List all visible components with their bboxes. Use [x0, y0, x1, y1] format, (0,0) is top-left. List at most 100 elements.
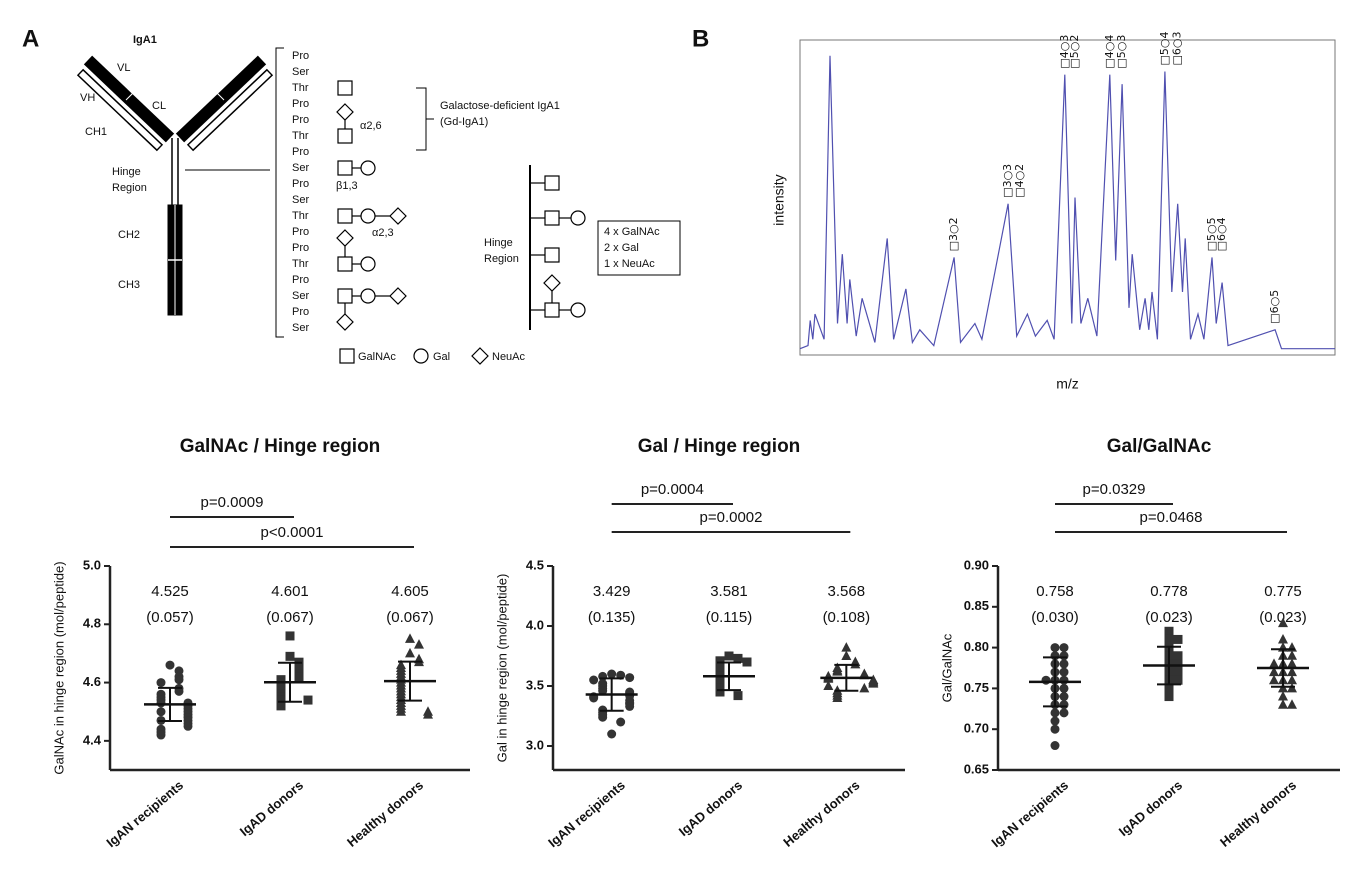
point	[1059, 651, 1069, 661]
glycoform-label: □6○4	[1215, 217, 1228, 251]
glycoform-label: □5○2	[1068, 35, 1081, 69]
point	[1050, 708, 1060, 718]
panel-a: A IgA1 VL VH CL CH1 Hinge Region CH2 CH3	[22, 25, 681, 365]
y-tick-label: 0.65	[964, 761, 989, 776]
point	[1050, 724, 1060, 734]
chart-title: Gal / Hinge region	[638, 436, 801, 457]
x-tick-label: Healthy donors	[344, 777, 426, 849]
neuac	[389, 287, 407, 305]
residue: Pro	[292, 50, 309, 62]
residue: Pro	[292, 178, 309, 190]
residue: Thr	[292, 130, 309, 142]
point	[183, 721, 193, 731]
point	[841, 642, 852, 652]
x-tick-label: Healthy donors	[1217, 777, 1299, 849]
galnac	[337, 208, 353, 224]
point	[1287, 699, 1297, 709]
residue: Ser	[292, 66, 309, 78]
sd-bar	[1271, 648, 1295, 688]
point	[1059, 683, 1069, 693]
domain-break	[213, 89, 225, 101]
y-axis-label: intensity	[771, 174, 787, 225]
gal	[360, 288, 376, 304]
point	[1287, 674, 1297, 685]
y-tick-label: 0.75	[964, 680, 989, 695]
domain-label: CH1	[85, 126, 107, 138]
point	[1287, 658, 1297, 668]
sd-bar	[1157, 645, 1181, 686]
y-tick-label: 3.0	[526, 737, 544, 752]
point	[396, 706, 406, 716]
legend-label: Gal	[433, 351, 450, 363]
point	[285, 651, 295, 661]
y-tick-label: 4.5	[526, 557, 544, 572]
galnac	[544, 302, 560, 318]
neuac	[336, 229, 354, 247]
point	[715, 687, 725, 697]
p-value: p=0.0468	[1140, 509, 1203, 526]
point	[1278, 691, 1288, 701]
galnac	[337, 128, 353, 144]
p-value: p=0.0002	[700, 509, 763, 526]
point	[276, 701, 286, 711]
y-tick-label: 4.4	[83, 732, 102, 747]
point	[607, 729, 617, 739]
gal	[360, 160, 376, 176]
plot-frame	[799, 39, 1336, 356]
point	[841, 650, 852, 660]
point	[414, 639, 424, 649]
hinge-label: Hinge	[112, 166, 141, 178]
legend-label: NeuAc	[492, 351, 526, 363]
mean-label: 3.568	[828, 583, 866, 600]
gal	[570, 210, 586, 226]
neuac	[336, 103, 354, 121]
residue: Ser	[292, 290, 309, 302]
residue-bracket	[275, 47, 284, 338]
glycoform-label: □5○4	[1158, 32, 1171, 66]
diagram-title: IgA1	[133, 34, 157, 46]
glycoform-label: □3○2	[947, 217, 960, 251]
point	[156, 698, 166, 708]
y-axis-label: Gal in hinge region (mol/peptide)	[494, 574, 509, 763]
sd-label: (0.023)	[1259, 609, 1307, 626]
point	[589, 675, 599, 685]
x-tick-label: IgAN recipients	[545, 777, 628, 850]
mean-label: 3.429	[593, 583, 631, 600]
y-tick-label: 4.8	[83, 616, 101, 631]
glycoform-label: □5○5	[1205, 217, 1218, 251]
point	[1059, 667, 1069, 677]
point	[1173, 651, 1183, 661]
point	[733, 691, 743, 701]
legend-neuac	[471, 347, 489, 365]
residue: Pro	[292, 98, 309, 110]
legend-gal	[413, 348, 429, 364]
point	[616, 717, 626, 727]
point	[868, 678, 879, 688]
y-tick-label: 0.85	[964, 598, 989, 613]
gal	[570, 302, 586, 318]
point	[715, 656, 725, 666]
domain-label: CL	[152, 100, 166, 112]
p-value: p=0.0004	[641, 481, 704, 498]
point	[607, 669, 617, 679]
y-tick-label: 5.0	[83, 557, 101, 572]
heavy-chain	[175, 55, 267, 143]
point	[1059, 659, 1069, 669]
mean-label: 0.778	[1150, 583, 1188, 600]
point	[276, 695, 286, 705]
residue: Pro	[292, 226, 309, 238]
point	[1287, 650, 1297, 660]
gal	[360, 256, 376, 272]
point	[1164, 692, 1174, 702]
residue: Ser	[292, 322, 309, 334]
point	[1278, 699, 1288, 709]
domain-break	[125, 89, 137, 101]
domain-label: VH	[80, 92, 95, 104]
linkage-label: α2,6	[360, 120, 382, 132]
residue: Ser	[292, 162, 309, 174]
glycoform-label: □6○3	[1171, 32, 1184, 66]
point	[1173, 667, 1183, 677]
point	[405, 647, 415, 658]
point	[1041, 675, 1051, 685]
residue: Pro	[292, 146, 309, 158]
